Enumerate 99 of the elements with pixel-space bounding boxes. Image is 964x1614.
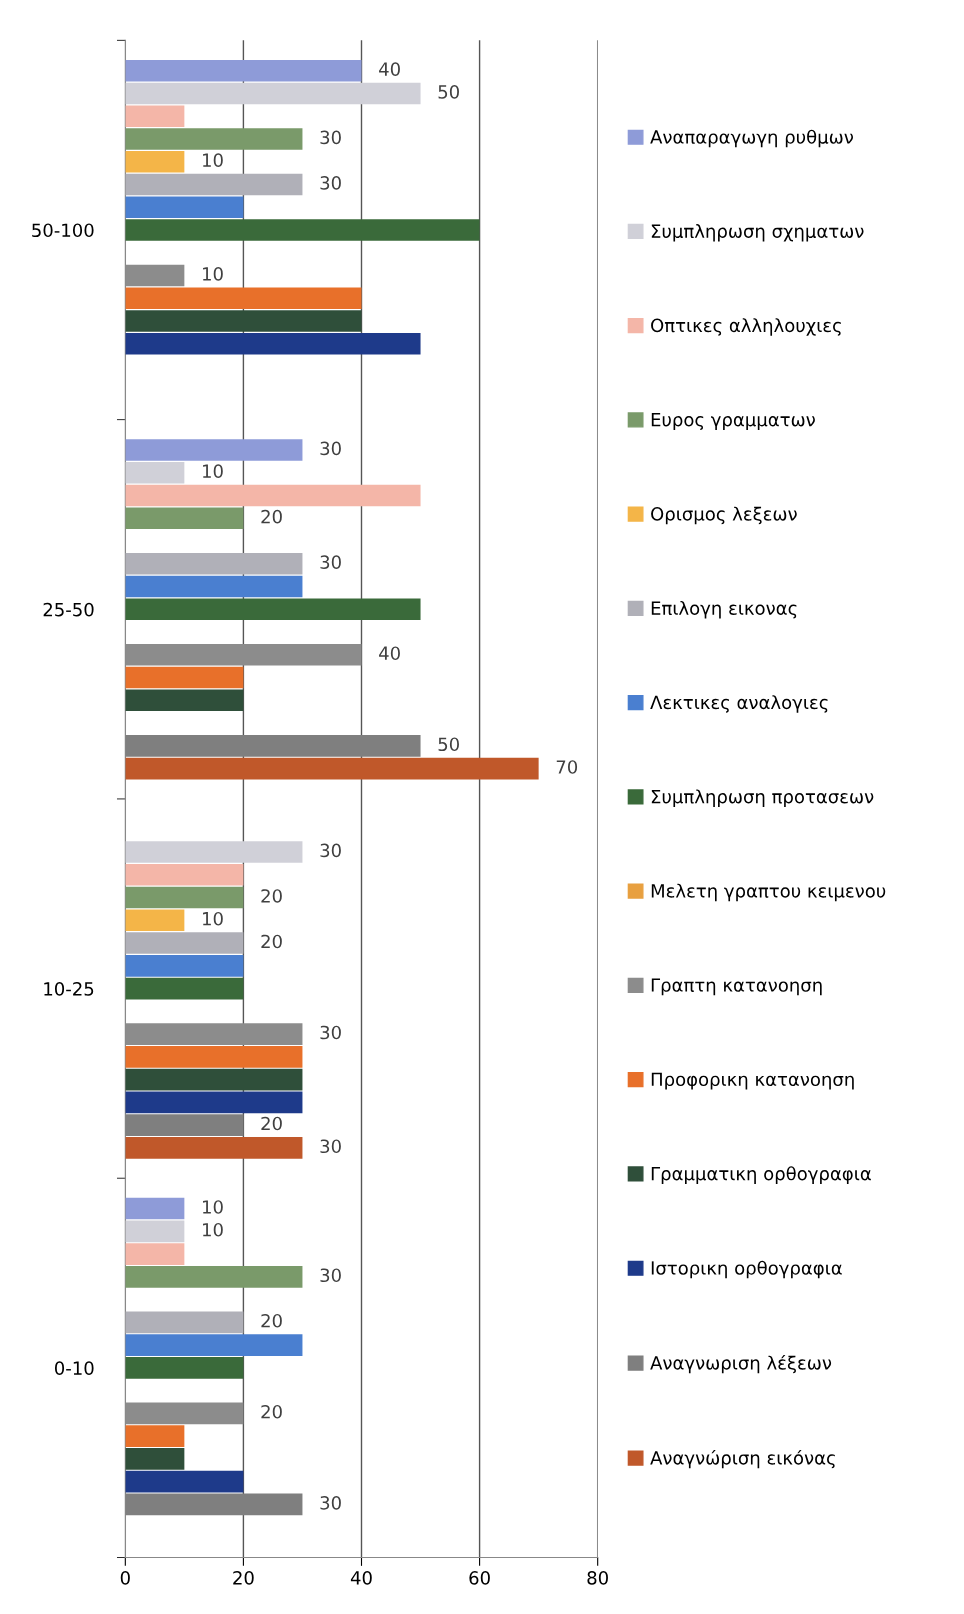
legend-label: Αναγνώριση εικόνας [650,1449,835,1469]
legend-label: Προφορικη κατανοηση [651,1072,854,1090]
bar [125,735,421,757]
data-label: 70 [556,760,578,774]
bar [125,1311,244,1334]
legend-label: Γραμματικη ορθογραφια [651,1166,871,1184]
bar [125,150,185,173]
bar [125,598,421,621]
bar [125,1448,185,1470]
data-label: 20 [261,889,282,903]
data-label: 30 [320,176,341,190]
legend-label: Γραπτη κατανοηση [651,978,822,996]
bar [125,1357,244,1379]
bar [125,841,303,863]
bar [125,1470,244,1493]
bar [125,264,185,287]
legend-label: Ορισμος λεξεων [651,506,797,525]
data-label: 20 [261,1116,282,1131]
bar [125,1220,185,1243]
bar [125,287,362,310]
legend-label: Ευρος γραμματων [651,413,815,430]
legend-label: Μελετη γραπτου κειμενου [651,883,886,902]
legend-label: Επιλογη εικονας [651,600,797,619]
legend-label: Οπτικες αλληλουχιες [651,318,841,336]
x-tick-label: 80 [587,1571,608,1585]
bar [125,1046,303,1068]
bar [125,643,362,666]
legend-label: Αναπαραγωγη ρυθμων [650,129,854,148]
bar [125,886,244,909]
data-label: 20 [261,1404,282,1419]
y-tick-label: 10-25 [44,982,94,996]
data-label: 10 [203,153,223,167]
data-label: 10 [203,1200,223,1214]
bar [125,1266,303,1288]
data-label: 40 [379,646,400,661]
bar [125,1402,244,1425]
data-label: 20 [261,934,282,949]
bar [125,332,421,355]
data-label: 20 [261,1313,282,1328]
bar [125,59,362,82]
bar [125,552,303,575]
legend-label: Ιστορικη ορθογραφια [651,1260,842,1279]
bar [125,507,244,530]
bar [125,666,244,689]
y-tick-label: 50-100 [32,223,94,238]
bar [125,439,303,461]
bar [125,310,362,332]
bar [125,1137,303,1159]
data-label: 30 [320,1268,341,1283]
bar [125,1425,185,1447]
bar [125,1334,303,1356]
x-tick-label: 0 [120,1571,130,1585]
bar [125,1023,303,1045]
bar [125,1091,303,1114]
bar [125,1197,185,1220]
legend-label: Συμπληρωση προτασεων [651,789,874,807]
bar [125,105,185,128]
bar [125,461,185,484]
bar [125,757,539,780]
bar [125,484,421,507]
x-tick-label: 40 [350,1571,372,1585]
data-label: 30 [320,441,341,456]
bar [125,173,303,196]
data-label: 50 [438,85,459,99]
data-label: 10 [203,911,223,926]
bar [125,689,244,712]
y-tick-label: 25-50 [43,602,94,617]
bar [125,909,185,932]
y-tick-label: 0-10 [54,1361,94,1375]
data-label: 30 [320,130,341,145]
data-label: 40 [379,62,400,76]
data-label: 30 [320,843,341,858]
bar [125,977,244,1000]
bar [125,863,244,886]
bar [125,955,244,977]
data-label: 30 [320,555,341,570]
bar [125,932,244,954]
bar [125,219,480,241]
data-label: 10 [203,267,223,281]
data-label: 20 [261,509,282,524]
data-label: 30 [320,1495,341,1510]
bar [125,575,303,598]
bar [125,128,303,150]
data-label: 50 [438,737,459,752]
bar [125,196,244,219]
bar [125,1114,244,1136]
legend-label: Λεκτικες αναλογιες [650,695,828,713]
data-label: 30 [320,1139,341,1154]
data-label: 10 [203,1222,223,1237]
x-tick-label: 20 [233,1571,254,1585]
bar [125,1493,303,1516]
legend-label: Συμπληρωση σχηματων [651,224,864,242]
data-label: 30 [320,1025,341,1040]
bar [125,82,421,105]
legend-label: Αναγνωριση λέξεων [650,1355,832,1374]
bar [125,1068,303,1091]
x-tick-label: 60 [469,1571,490,1585]
data-label: 10 [203,464,223,478]
bar [125,1243,185,1265]
